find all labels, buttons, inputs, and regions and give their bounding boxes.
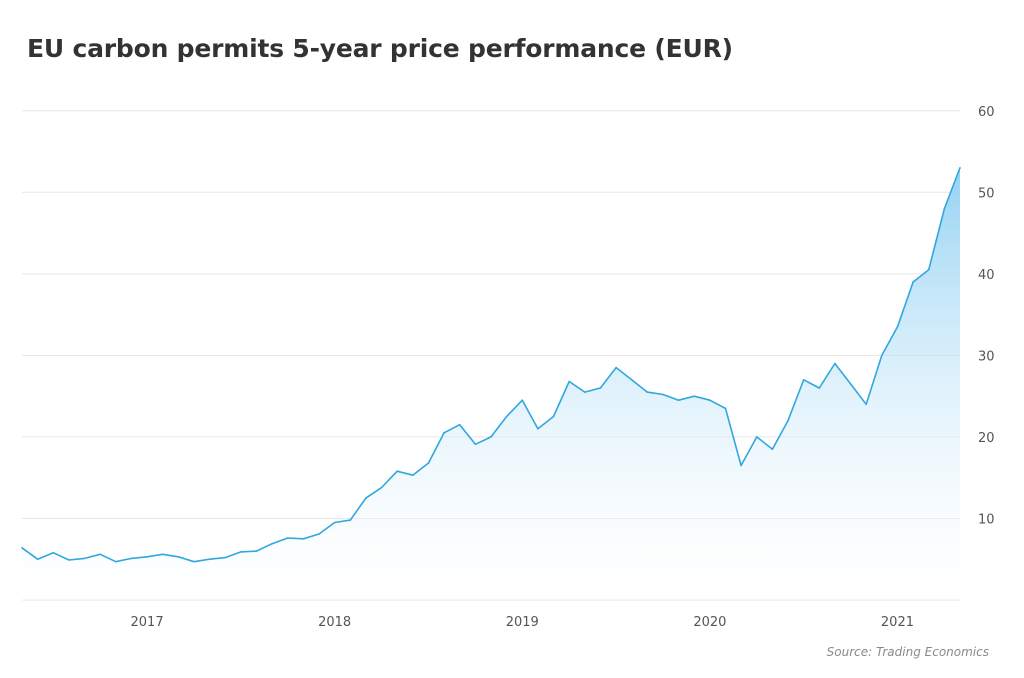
data-point: [865, 403, 867, 406]
data-point: [849, 383, 852, 385]
data-point: [333, 521, 336, 524]
data-point: [240, 551, 242, 553]
data-point: [458, 423, 461, 426]
data-point: [130, 557, 133, 560]
source-note: Source: Trading Economics: [826, 645, 989, 659]
y-tick-label: 60: [978, 105, 995, 120]
data-point: [99, 553, 101, 556]
data-point: [380, 486, 383, 489]
x-tick-label: 2017: [131, 615, 164, 630]
data-point: [115, 560, 117, 563]
data-point: [427, 462, 430, 464]
series-line-layer: [21, 167, 961, 563]
data-point: [365, 497, 367, 499]
data-point: [771, 448, 774, 451]
data-point: [599, 387, 602, 389]
data-point: [68, 559, 70, 561]
data-point: [615, 366, 617, 369]
y-tick-label: 30: [978, 349, 995, 364]
data-point: [490, 436, 492, 438]
data-point: [756, 436, 758, 438]
data-point: [740, 464, 742, 467]
data-point: [443, 432, 445, 434]
data-point: [161, 553, 164, 556]
y-axis-ticks: 10 20 30 40 50 60: [978, 105, 995, 528]
data-point: [271, 542, 273, 545]
y-tick-label: 20: [978, 431, 995, 446]
data-point: [146, 556, 148, 558]
data-point: [818, 387, 821, 389]
data-point: [52, 551, 55, 554]
x-tick-label: 2020: [693, 615, 726, 630]
data-point: [881, 354, 883, 357]
data-point: [505, 415, 508, 418]
data-point: [834, 362, 836, 365]
data-point: [318, 533, 320, 535]
data-point: [521, 399, 524, 402]
data-point: [802, 379, 805, 381]
data-point: [787, 419, 789, 422]
data-point: [255, 550, 258, 552]
data-point: [21, 547, 23, 549]
y-tick-label: 10: [978, 512, 995, 527]
data-point: [943, 207, 946, 210]
y-tick-label: 40: [978, 268, 995, 283]
data-point: [302, 538, 305, 540]
data-point: [630, 379, 633, 381]
data-point: [412, 474, 414, 477]
x-tick-label: 2018: [318, 615, 351, 630]
data-point: [396, 470, 399, 473]
data-point: [287, 537, 289, 539]
chart-title: EU carbon permits 5-year price performan…: [27, 34, 733, 63]
x-tick-label: 2021: [881, 615, 914, 630]
data-point: [36, 558, 39, 560]
data-point: [568, 380, 570, 383]
data-point: [896, 326, 899, 328]
data-point: [584, 391, 586, 393]
area-layer: [22, 167, 960, 601]
data-point: [474, 443, 477, 446]
data-point: [693, 395, 695, 398]
data-point: [349, 519, 352, 521]
y-tick-label: 50: [978, 186, 995, 201]
data-point: [677, 399, 680, 402]
data-point: [193, 560, 195, 563]
data-point: [208, 558, 211, 560]
data-point: [537, 428, 539, 430]
data-point: [646, 391, 649, 393]
data-point: [709, 399, 711, 402]
data-point: [912, 281, 914, 283]
data-point: [552, 415, 555, 418]
data-point: [177, 556, 180, 558]
data-point: [959, 167, 961, 169]
price-area: [22, 167, 960, 601]
x-tick-label: 2019: [506, 615, 539, 630]
data-point: [927, 269, 930, 271]
data-point: [662, 393, 664, 396]
x-axis-ticks: 2017 2018 2019 2020 2021: [131, 615, 914, 630]
data-point: [224, 556, 226, 559]
data-point: [83, 557, 86, 560]
data-point: [724, 407, 727, 410]
